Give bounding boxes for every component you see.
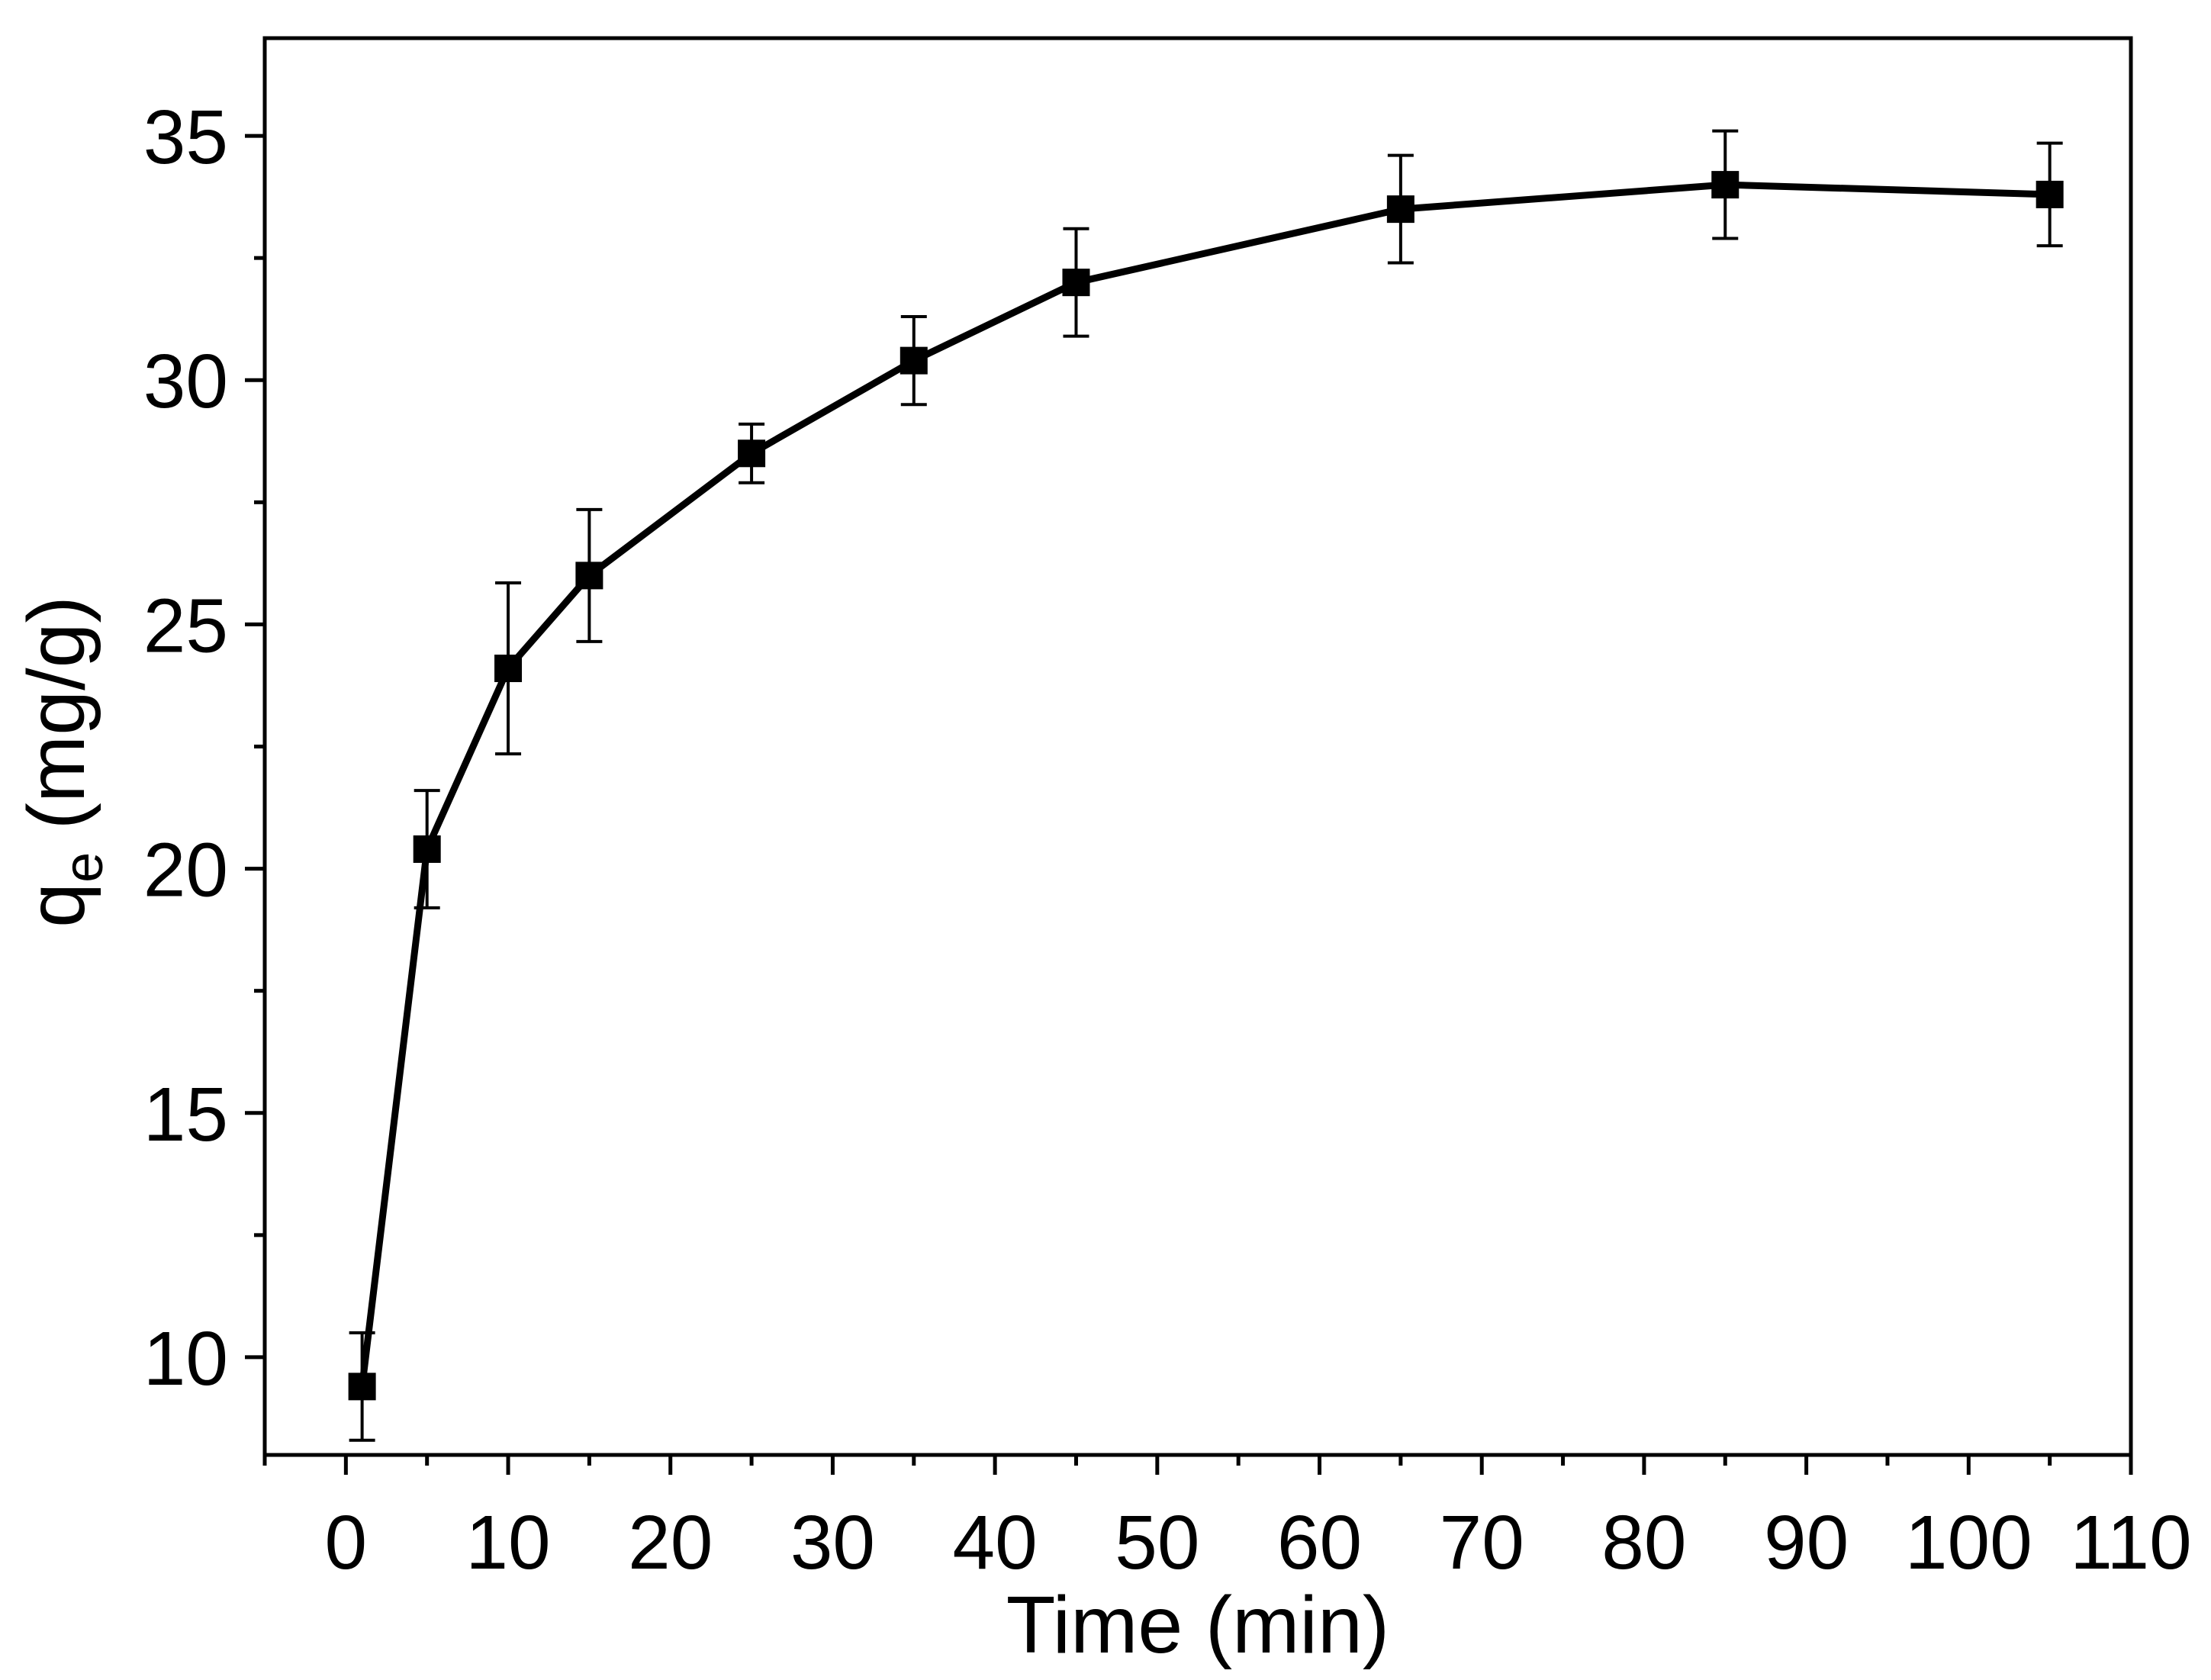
x-tick-label: 70 — [1440, 1500, 1524, 1585]
y-axis-title: qe (mg/g) — [11, 596, 114, 928]
y-axis-title-unit: (mg/g) — [11, 596, 101, 852]
y-tick-label: 15 — [143, 1072, 228, 1157]
x-tick-label: 30 — [790, 1500, 875, 1585]
x-tick-label: 20 — [628, 1500, 713, 1585]
data-point — [900, 346, 928, 375]
y-tick-label: 20 — [143, 828, 228, 913]
x-tick-label: 50 — [1115, 1500, 1199, 1585]
x-tick-label: 110 — [2070, 1500, 2191, 1585]
x-tick-label: 40 — [953, 1500, 1038, 1585]
data-point — [575, 562, 603, 590]
x-tick-label: 80 — [1601, 1500, 1686, 1585]
data-point — [1386, 195, 1414, 224]
plot-border — [262, 36, 2133, 1457]
y-tick-label: 10 — [143, 1316, 228, 1402]
data-point — [1062, 269, 1090, 297]
x-tick-label: 0 — [325, 1500, 368, 1585]
axis-ticks: 0 10 20 30 40 50 60 70 80 90 100 110 10 15 20 25 30 35 — [143, 95, 2192, 1585]
data-point — [1711, 171, 1740, 199]
x-axis-title: Time (min) — [1006, 1580, 1389, 1670]
y-tick-label: 35 — [143, 95, 228, 180]
y-axis-title-subscript: e — [53, 852, 114, 883]
data-series — [348, 129, 2064, 1442]
x-tick-label: 10 — [465, 1500, 550, 1585]
x-tick-label: 100 — [1905, 1500, 2032, 1585]
y-tick-label: 30 — [143, 339, 228, 424]
data-point — [413, 835, 441, 863]
series-line — [359, 181, 2050, 1387]
data-point — [348, 1373, 376, 1401]
data-point — [494, 655, 523, 683]
y-axis-title-main: q — [11, 883, 101, 928]
y-tick-label: 25 — [143, 583, 228, 668]
plot-frame — [262, 36, 2133, 1457]
x-tick-label: 90 — [1764, 1500, 1849, 1585]
data-point — [738, 439, 766, 468]
x-tick-label: 60 — [1277, 1500, 1362, 1585]
data-point — [2036, 180, 2064, 208]
